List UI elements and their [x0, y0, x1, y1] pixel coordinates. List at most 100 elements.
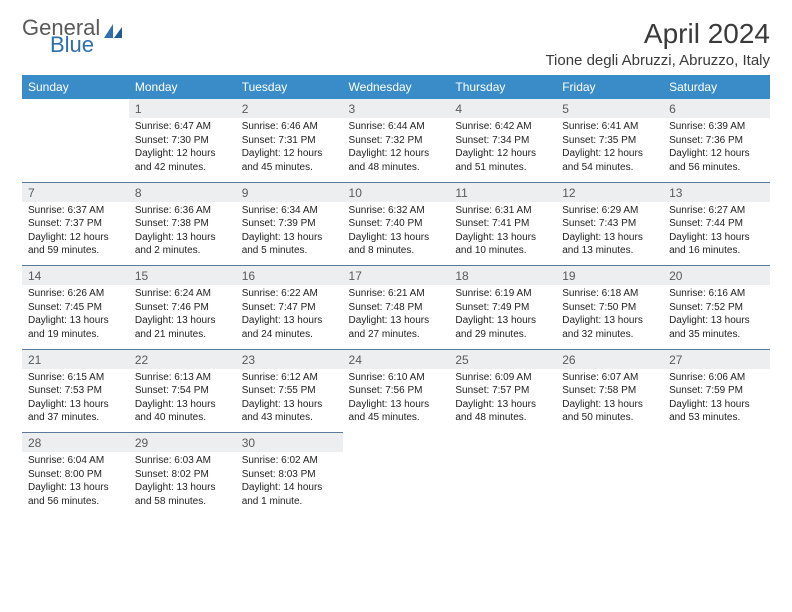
day-details: Sunrise: 6:44 AMSunset: 7:32 PMDaylight:…	[349, 120, 444, 174]
day-number-cell: 22	[129, 349, 236, 369]
daylight-line: Daylight: 12 hours and 59 minutes.	[28, 231, 123, 258]
title-block: April 2024 Tione degli Abruzzi, Abruzzo,…	[545, 18, 770, 69]
daylight-line: Daylight: 13 hours and 58 minutes.	[135, 481, 230, 508]
day-content-cell: Sunrise: 6:12 AMSunset: 7:55 PMDaylight:…	[236, 369, 343, 433]
day-content-cell: Sunrise: 6:13 AMSunset: 7:54 PMDaylight:…	[129, 369, 236, 433]
day-details: Sunrise: 6:03 AMSunset: 8:02 PMDaylight:…	[135, 454, 230, 508]
sunrise-line: Sunrise: 6:10 AM	[349, 371, 444, 385]
sunset-line: Sunset: 7:38 PM	[135, 217, 230, 231]
sunrise-line: Sunrise: 6:27 AM	[669, 204, 764, 218]
day-number-cell: 20	[663, 266, 770, 286]
day-content-row: Sunrise: 6:47 AMSunset: 7:30 PMDaylight:…	[22, 118, 770, 182]
sunrise-line: Sunrise: 6:31 AM	[455, 204, 550, 218]
sunrise-line: Sunrise: 6:03 AM	[135, 454, 230, 468]
daylight-line: Daylight: 13 hours and 29 minutes.	[455, 314, 550, 341]
day-content-cell: Sunrise: 6:10 AMSunset: 7:56 PMDaylight:…	[343, 369, 450, 433]
day-details: Sunrise: 6:31 AMSunset: 7:41 PMDaylight:…	[455, 204, 550, 258]
day-content-row: Sunrise: 6:37 AMSunset: 7:37 PMDaylight:…	[22, 202, 770, 266]
weekday-header: Monday	[129, 75, 236, 99]
day-content-cell: Sunrise: 6:09 AMSunset: 7:57 PMDaylight:…	[449, 369, 556, 433]
day-number-cell: 19	[556, 266, 663, 286]
day-details: Sunrise: 6:02 AMSunset: 8:03 PMDaylight:…	[242, 454, 337, 508]
weekday-header: Sunday	[22, 75, 129, 99]
sunset-line: Sunset: 8:03 PM	[242, 468, 337, 482]
sunset-line: Sunset: 7:40 PM	[349, 217, 444, 231]
sunset-line: Sunset: 7:58 PM	[562, 384, 657, 398]
daylight-line: Daylight: 13 hours and 16 minutes.	[669, 231, 764, 258]
day-number-cell: 13	[663, 182, 770, 202]
day-details: Sunrise: 6:41 AMSunset: 7:35 PMDaylight:…	[562, 120, 657, 174]
daylight-line: Daylight: 13 hours and 8 minutes.	[349, 231, 444, 258]
sunrise-line: Sunrise: 6:02 AM	[242, 454, 337, 468]
day-number-cell: 21	[22, 349, 129, 369]
day-number-row: 14151617181920	[22, 266, 770, 286]
sunrise-line: Sunrise: 6:12 AM	[242, 371, 337, 385]
sunset-line: Sunset: 7:35 PM	[562, 134, 657, 148]
sunrise-line: Sunrise: 6:04 AM	[28, 454, 123, 468]
day-content-cell	[663, 452, 770, 516]
sunset-line: Sunset: 7:49 PM	[455, 301, 550, 315]
sunrise-line: Sunrise: 6:39 AM	[669, 120, 764, 134]
day-number-cell	[22, 99, 129, 118]
daylight-line: Daylight: 13 hours and 10 minutes.	[455, 231, 550, 258]
day-details: Sunrise: 6:18 AMSunset: 7:50 PMDaylight:…	[562, 287, 657, 341]
day-content-cell: Sunrise: 6:42 AMSunset: 7:34 PMDaylight:…	[449, 118, 556, 182]
day-content-cell: Sunrise: 6:39 AMSunset: 7:36 PMDaylight:…	[663, 118, 770, 182]
day-content-cell: Sunrise: 6:31 AMSunset: 7:41 PMDaylight:…	[449, 202, 556, 266]
sunrise-line: Sunrise: 6:22 AM	[242, 287, 337, 301]
daylight-line: Daylight: 12 hours and 56 minutes.	[669, 147, 764, 174]
sunrise-line: Sunrise: 6:42 AM	[455, 120, 550, 134]
sunset-line: Sunset: 8:00 PM	[28, 468, 123, 482]
daylight-line: Daylight: 13 hours and 21 minutes.	[135, 314, 230, 341]
sunrise-line: Sunrise: 6:19 AM	[455, 287, 550, 301]
sunset-line: Sunset: 7:45 PM	[28, 301, 123, 315]
day-number-cell: 27	[663, 349, 770, 369]
day-number-cell: 24	[343, 349, 450, 369]
sunrise-line: Sunrise: 6:24 AM	[135, 287, 230, 301]
day-content-cell: Sunrise: 6:15 AMSunset: 7:53 PMDaylight:…	[22, 369, 129, 433]
logo: General Blue	[22, 18, 122, 56]
day-details: Sunrise: 6:21 AMSunset: 7:48 PMDaylight:…	[349, 287, 444, 341]
day-content-cell: Sunrise: 6:16 AMSunset: 7:52 PMDaylight:…	[663, 285, 770, 349]
day-number-cell: 1	[129, 99, 236, 118]
day-content-cell: Sunrise: 6:02 AMSunset: 8:03 PMDaylight:…	[236, 452, 343, 516]
day-content-cell: Sunrise: 6:22 AMSunset: 7:47 PMDaylight:…	[236, 285, 343, 349]
day-details: Sunrise: 6:13 AMSunset: 7:54 PMDaylight:…	[135, 371, 230, 425]
day-content-cell: Sunrise: 6:24 AMSunset: 7:46 PMDaylight:…	[129, 285, 236, 349]
day-number-cell	[556, 433, 663, 453]
day-content-cell	[22, 118, 129, 182]
sunrise-line: Sunrise: 6:44 AM	[349, 120, 444, 134]
daylight-line: Daylight: 13 hours and 56 minutes.	[28, 481, 123, 508]
daylight-line: Daylight: 12 hours and 42 minutes.	[135, 147, 230, 174]
daylight-line: Daylight: 13 hours and 37 minutes.	[28, 398, 123, 425]
sunset-line: Sunset: 7:53 PM	[28, 384, 123, 398]
sunrise-line: Sunrise: 6:06 AM	[669, 371, 764, 385]
sunset-line: Sunset: 7:37 PM	[28, 217, 123, 231]
day-number-cell: 11	[449, 182, 556, 202]
daylight-line: Daylight: 13 hours and 35 minutes.	[669, 314, 764, 341]
day-content-cell: Sunrise: 6:06 AMSunset: 7:59 PMDaylight:…	[663, 369, 770, 433]
sunset-line: Sunset: 7:56 PM	[349, 384, 444, 398]
daylight-line: Daylight: 13 hours and 19 minutes.	[28, 314, 123, 341]
day-details: Sunrise: 6:27 AMSunset: 7:44 PMDaylight:…	[669, 204, 764, 258]
daylight-line: Daylight: 13 hours and 5 minutes.	[242, 231, 337, 258]
day-content-cell: Sunrise: 6:29 AMSunset: 7:43 PMDaylight:…	[556, 202, 663, 266]
day-content-cell: Sunrise: 6:37 AMSunset: 7:37 PMDaylight:…	[22, 202, 129, 266]
day-details: Sunrise: 6:15 AMSunset: 7:53 PMDaylight:…	[28, 371, 123, 425]
weekday-header: Thursday	[449, 75, 556, 99]
sunrise-line: Sunrise: 6:26 AM	[28, 287, 123, 301]
daylight-line: Daylight: 13 hours and 24 minutes.	[242, 314, 337, 341]
sunrise-line: Sunrise: 6:41 AM	[562, 120, 657, 134]
day-content-cell: Sunrise: 6:18 AMSunset: 7:50 PMDaylight:…	[556, 285, 663, 349]
day-details: Sunrise: 6:19 AMSunset: 7:49 PMDaylight:…	[455, 287, 550, 341]
header: General Blue April 2024 Tione degli Abru…	[22, 18, 770, 69]
sunset-line: Sunset: 7:34 PM	[455, 134, 550, 148]
day-details: Sunrise: 6:47 AMSunset: 7:30 PMDaylight:…	[135, 120, 230, 174]
daylight-line: Daylight: 13 hours and 40 minutes.	[135, 398, 230, 425]
sunrise-line: Sunrise: 6:16 AM	[669, 287, 764, 301]
day-details: Sunrise: 6:22 AMSunset: 7:47 PMDaylight:…	[242, 287, 337, 341]
sunset-line: Sunset: 7:47 PM	[242, 301, 337, 315]
sunset-line: Sunset: 7:32 PM	[349, 134, 444, 148]
weekday-header: Wednesday	[343, 75, 450, 99]
day-number-row: 78910111213	[22, 182, 770, 202]
